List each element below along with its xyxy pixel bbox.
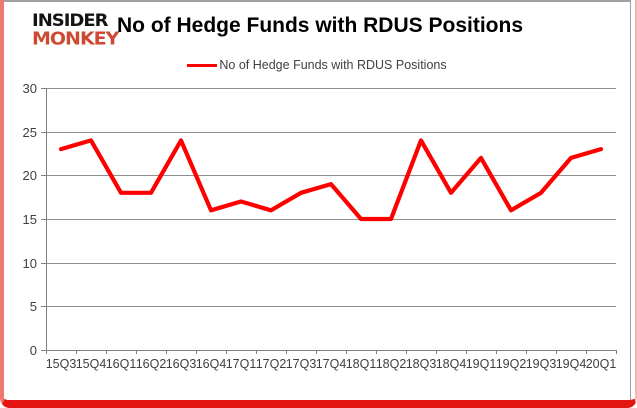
x-axis-label: 18Q1 (346, 357, 377, 371)
x-axis-label: 18Q4 (436, 357, 467, 371)
y-axis-label: 0 (30, 343, 37, 358)
x-axis-label: 17Q1 (226, 357, 257, 371)
chart-area: INSIDER MONKEY No of Hedge Funds with RD… (4, 0, 631, 400)
x-axis-label: 18Q2 (376, 357, 407, 371)
series-line (58, 138, 604, 222)
x-axis-label: 17Q3 (286, 357, 317, 371)
insider-monkey-logo: INSIDER MONKEY (32, 10, 119, 50)
line-plot: 0 5 10 15 20 25 30 15Q3 15Q4 16Q1 16Q2 16Q3 16Q4 17Q1… (23, 81, 617, 371)
y-axis-label: 10 (23, 256, 37, 271)
x-axis-label: 17Q2 (256, 357, 287, 371)
x-axis-label: 16Q1 (106, 357, 137, 371)
logo-line-insider: INSIDER (32, 10, 109, 31)
x-axis-label: 19Q4 (556, 357, 587, 371)
x-axis-label: 15Q4 (76, 357, 107, 371)
chart-title: No of Hedge Funds with RDUS Positions (117, 14, 523, 37)
x-axis-label: 19Q3 (526, 357, 557, 371)
logo-line-monkey: MONKEY (32, 28, 119, 50)
legend-label: No of Hedge Funds with RDUS Positions (219, 58, 447, 72)
y-axis-label: 20 (23, 168, 37, 183)
y-axis-label: 15 (23, 212, 37, 227)
x-axis-label: 16Q4 (196, 357, 227, 371)
x-axis-label: 19Q2 (496, 357, 527, 371)
x-axis-label: 18Q3 (406, 357, 437, 371)
y-axis-label: 25 (23, 125, 37, 140)
x-axis-label: 17Q4 (316, 357, 347, 371)
x-axis-label: 19Q1 (466, 357, 497, 371)
x-axis-label: 20Q1 (586, 357, 617, 371)
y-axis-label: 5 (30, 299, 37, 314)
legend: No of Hedge Funds with RDUS Positions (4, 58, 630, 72)
x-axis-label: 15Q3 (46, 357, 77, 371)
y-axis-label: 30 (23, 81, 37, 96)
legend-line-swatch (187, 63, 218, 67)
x-axis-label: 16Q2 (136, 357, 167, 371)
x-axis-label: 16Q3 (166, 357, 197, 371)
